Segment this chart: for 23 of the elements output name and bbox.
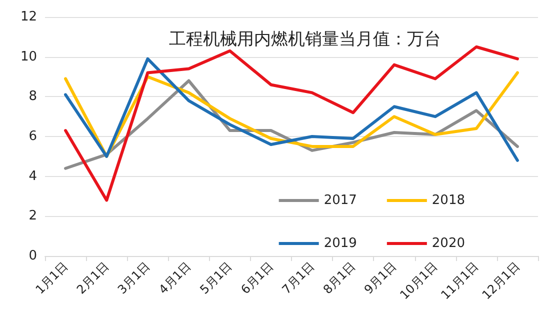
x-tick-label: 3月1日 xyxy=(115,259,153,297)
x-tick-label: 6月1日 xyxy=(238,259,276,297)
y-tick-label: 10 xyxy=(20,49,37,64)
legend-label: 2017 xyxy=(324,193,357,208)
legend-label: 2018 xyxy=(432,193,466,208)
legend-label: 2019 xyxy=(324,236,357,251)
y-tick-label: 8 xyxy=(28,89,37,104)
x-tick-label: 11月1日 xyxy=(438,259,482,302)
x-tick-label: 2月1日 xyxy=(74,259,112,297)
x-tick-label: 10月1日 xyxy=(397,259,440,302)
x-tick-label: 5月1日 xyxy=(197,259,235,297)
y-tick-label: 6 xyxy=(28,129,37,144)
line-series xyxy=(64,57,519,162)
text: 工程机械用内燃机销量当月值：万台 xyxy=(169,30,441,50)
y-tick-label: 4 xyxy=(28,168,37,184)
x-tick-label: 4月1日 xyxy=(156,259,194,297)
y-tick-label: 12 xyxy=(20,10,37,24)
x-tick-label: 12月1日 xyxy=(479,259,522,302)
x-tick-label: 8月1日 xyxy=(320,259,358,297)
legend-label: 2020 xyxy=(432,236,466,251)
y-tick-label: 2 xyxy=(28,208,37,224)
x-tick-label: 9月1日 xyxy=(362,259,400,297)
x-tick-label: 7月1日 xyxy=(279,259,317,297)
